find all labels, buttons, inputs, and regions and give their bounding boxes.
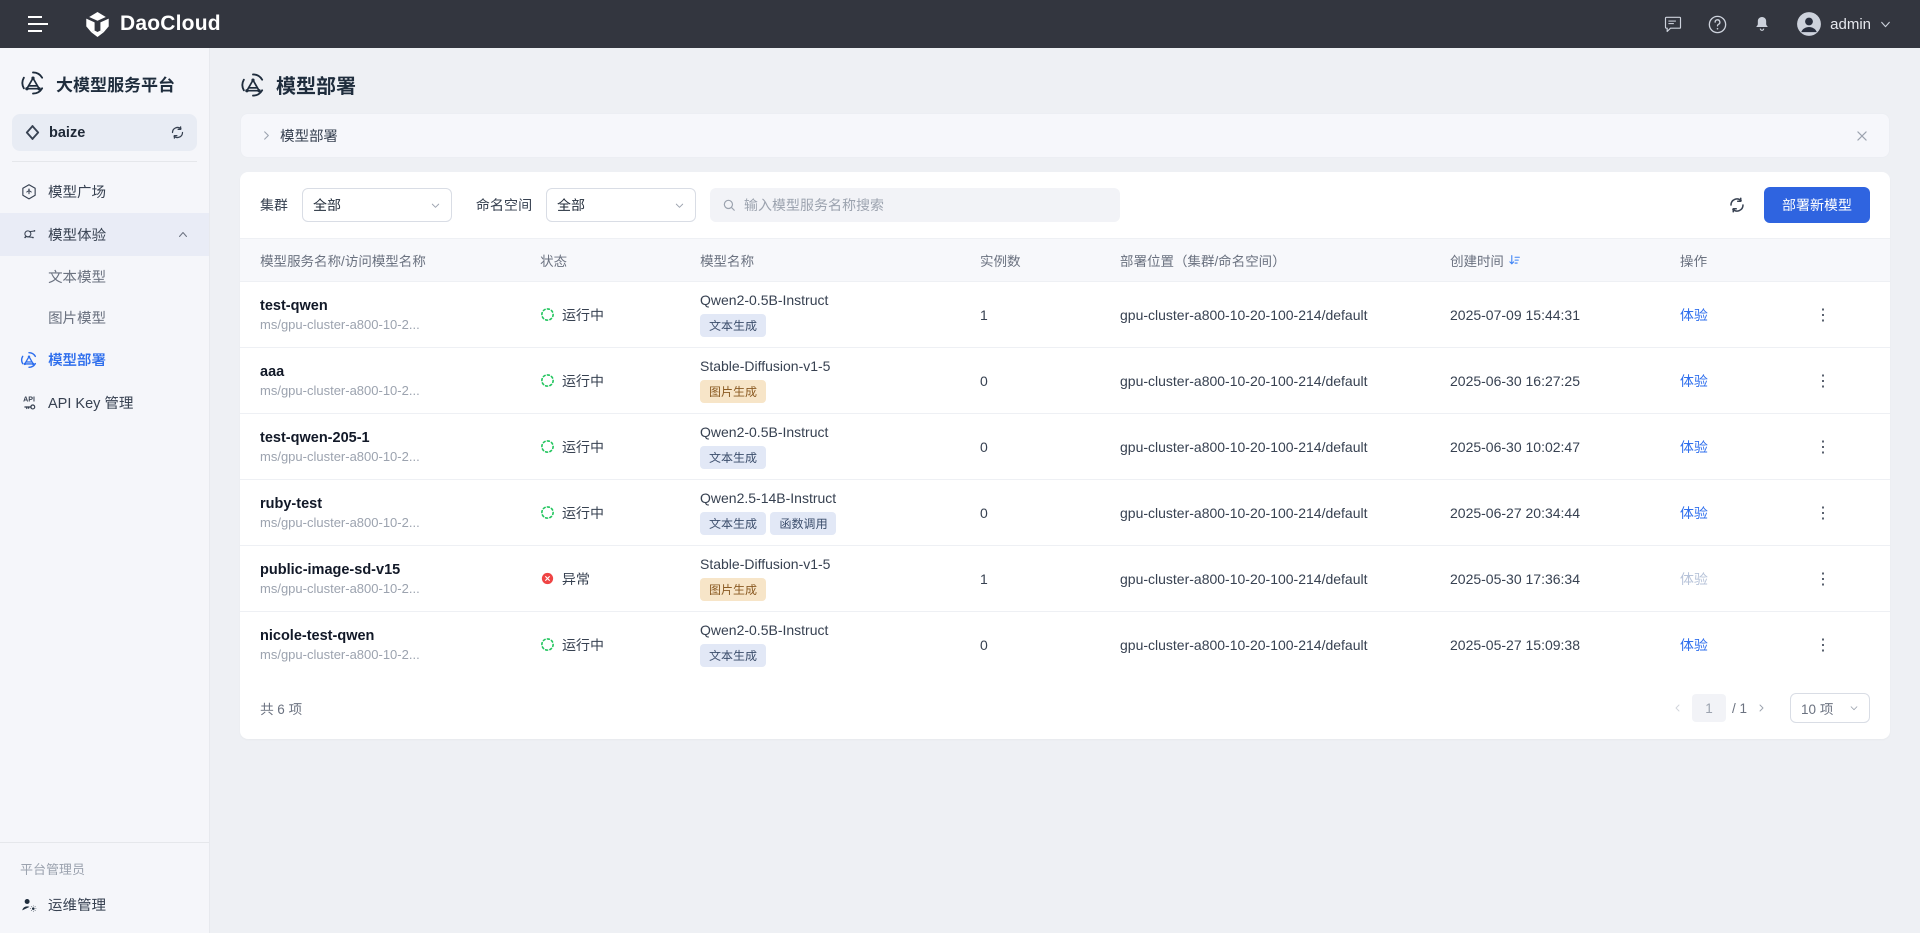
svg-text:API: API bbox=[23, 395, 35, 403]
